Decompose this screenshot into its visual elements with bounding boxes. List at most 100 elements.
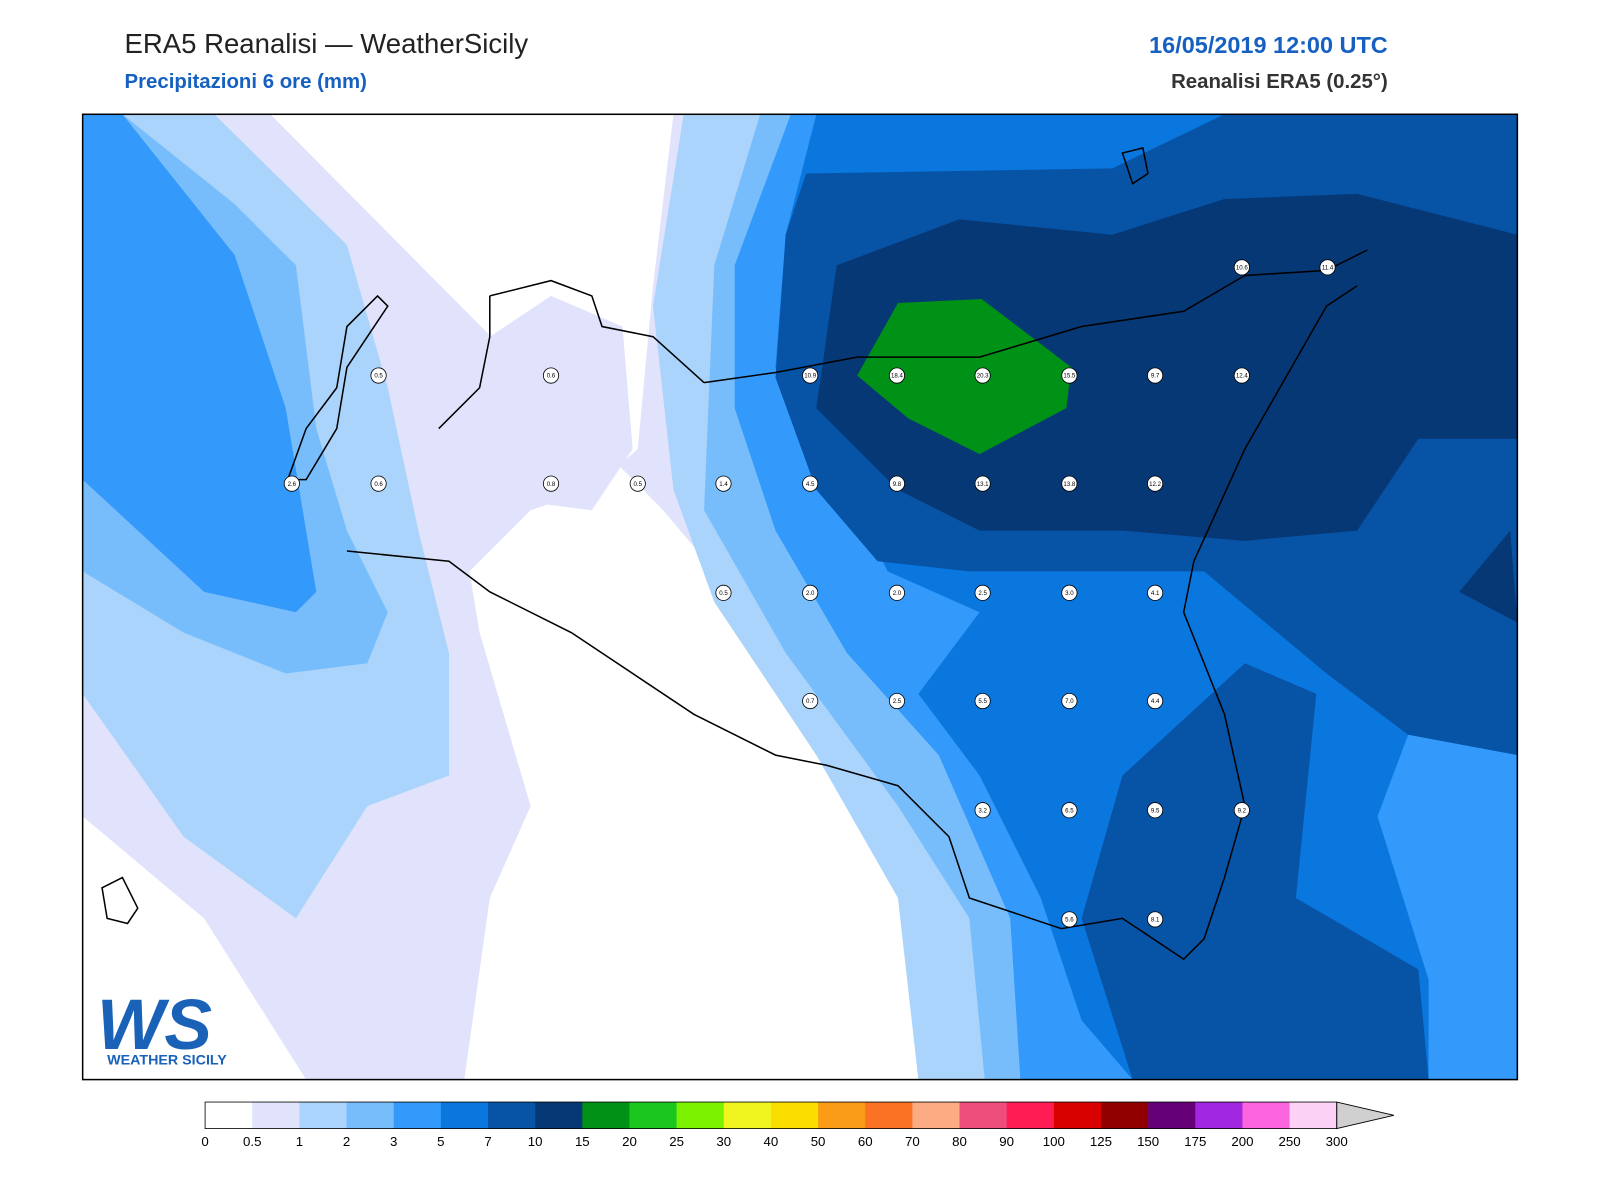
station-marker <box>1061 475 1078 492</box>
station-value: 11.4 <box>1322 264 1334 271</box>
station: 0.6 <box>370 475 387 492</box>
station-value: 2.0 <box>806 590 815 597</box>
stations: 10.6 11.4 0.5 0.6 10.9 18.4 20.3 15.5 9.7 12.4 2.6… <box>283 259 1336 928</box>
colorbar-bin <box>818 1102 866 1129</box>
station-marker <box>974 475 991 492</box>
station: 2.5 <box>974 584 991 601</box>
station-value: 4.4 <box>1151 698 1160 705</box>
station: 2.6 <box>283 475 300 492</box>
station-value: 10.6 <box>1236 264 1248 271</box>
colorbar-bin <box>299 1102 347 1129</box>
station: 12.4 <box>1233 367 1250 384</box>
station-marker <box>715 475 732 492</box>
colorbar-bin <box>346 1102 395 1129</box>
station-marker <box>1061 584 1078 601</box>
station-value: 6.5 <box>1065 807 1074 814</box>
station-marker <box>1147 911 1164 928</box>
logo-mark: WS <box>97 985 212 1065</box>
station: 4.5 <box>802 475 819 492</box>
station: 0.7 <box>802 692 819 710</box>
datetime: 16/05/2019 12:00 UTC <box>1149 32 1388 58</box>
station-value: 13.1 <box>977 481 989 488</box>
station-value: 4.5 <box>806 481 815 488</box>
colorbar-tick-label: 3 <box>390 1134 397 1149</box>
station-marker <box>542 367 560 384</box>
colorbar-bin <box>488 1102 536 1129</box>
station-value: 5.5 <box>978 698 987 705</box>
map-frame <box>81 113 1519 1081</box>
logo-name: WEATHER SICILY <box>107 1052 227 1068</box>
station-marker <box>974 367 991 384</box>
station-value: 0.5 <box>719 590 728 597</box>
station-marker <box>542 475 560 492</box>
colorbar-bin <box>1242 1102 1290 1129</box>
station-value: 0.8 <box>547 481 556 488</box>
station-value: 2.5 <box>893 698 902 705</box>
colorbar-extend <box>1336 1101 1394 1130</box>
colorbar-tick-label: 250 <box>1279 1134 1301 1149</box>
colorbar-bin <box>1100 1102 1149 1129</box>
station: 4.4 <box>1147 692 1164 710</box>
station-value: 15.5 <box>1063 373 1075 380</box>
station-marker <box>370 367 387 384</box>
station-value: 20.3 <box>977 373 989 380</box>
colorbar-bin <box>1195 1102 1243 1129</box>
colorbar-bin <box>205 1102 253 1129</box>
station-value: 8.1 <box>1151 917 1160 924</box>
station-value: 9.7 <box>1151 373 1160 380</box>
station: 10.9 <box>802 367 819 384</box>
colorbar-bin <box>582 1102 630 1129</box>
colorbar-bin <box>629 1102 677 1129</box>
logo: WS WEATHER SICILY <box>97 985 227 1068</box>
station-marker <box>888 475 905 492</box>
station: 1.4 <box>715 475 732 492</box>
station: 10.6 <box>1233 259 1250 276</box>
station: 20.3 <box>974 367 991 384</box>
colorbar-tick-label: 90 <box>999 1134 1014 1149</box>
station-marker <box>1319 259 1336 276</box>
station: 2.0 <box>888 584 905 601</box>
station-value: 4.1 <box>1151 590 1160 597</box>
station: 7.0 <box>1061 692 1078 710</box>
colorbar-bin <box>912 1102 960 1129</box>
station-value: 7.0 <box>1065 698 1074 705</box>
station: 0.8 <box>542 475 560 492</box>
station: 9.8 <box>888 475 905 492</box>
colorbar-bin <box>959 1102 1007 1129</box>
station-marker <box>715 584 732 601</box>
colorbar-tick-label: 300 <box>1326 1134 1348 1149</box>
station: 2.5 <box>888 692 905 710</box>
station-value: 0.7 <box>806 698 815 705</box>
colorbar-tick-label: 25 <box>669 1134 684 1149</box>
station-marker <box>974 692 991 710</box>
colorbar-bin <box>865 1102 913 1129</box>
station: 3.0 <box>1061 584 1078 601</box>
station-marker <box>802 475 819 492</box>
station-marker <box>1233 367 1250 384</box>
station: 9.5 <box>1147 802 1164 819</box>
station-value: 18.4 <box>891 373 903 380</box>
station: 0.5 <box>629 475 646 492</box>
station: 15.5 <box>1061 367 1078 384</box>
colorbar-tick-label: 200 <box>1231 1134 1253 1149</box>
station-marker <box>1233 259 1250 276</box>
station-marker <box>629 475 646 492</box>
station: 11.4 <box>1319 259 1336 276</box>
colorbar-tick-label: 10 <box>528 1134 543 1149</box>
colorbar-bin <box>723 1102 772 1129</box>
station-marker <box>1061 692 1078 710</box>
station-value: 9.2 <box>1238 807 1247 814</box>
title: ERA5 Reanalisi — WeatherSicily <box>124 28 528 59</box>
station-value: 1.4 <box>719 481 728 488</box>
station-marker <box>974 584 991 601</box>
station-value: 12.2 <box>1149 481 1161 488</box>
colorbar-tick-label: 125 <box>1090 1134 1112 1149</box>
colorbar-tick-label: 0.5 <box>243 1134 261 1149</box>
station-marker <box>370 475 387 492</box>
station-marker <box>1147 367 1164 384</box>
station-value: 12.4 <box>1236 373 1248 380</box>
station-marker <box>1147 692 1164 710</box>
colorbar-tick-label: 50 <box>811 1134 826 1149</box>
station-marker <box>1147 802 1164 819</box>
station-value: 9.5 <box>1151 807 1160 814</box>
